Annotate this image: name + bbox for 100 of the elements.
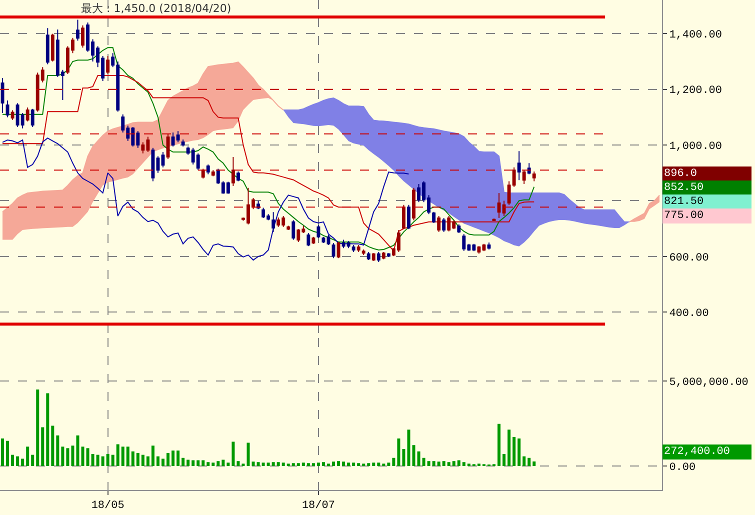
bar xyxy=(226,462,230,466)
candlestick xyxy=(161,152,165,168)
bar xyxy=(512,436,516,466)
bar xyxy=(392,458,396,466)
bar xyxy=(252,462,255,466)
bar xyxy=(372,462,376,466)
bar xyxy=(182,458,185,466)
bar xyxy=(467,464,470,466)
bar xyxy=(111,454,114,466)
candlestick xyxy=(201,168,205,179)
bar xyxy=(232,442,235,466)
y-tick-label: 400.00 xyxy=(669,308,709,320)
candlestick xyxy=(487,242,491,250)
candlestick xyxy=(231,156,235,186)
candlestick xyxy=(366,251,370,261)
candlestick xyxy=(76,19,80,42)
bar xyxy=(447,462,450,466)
bar xyxy=(442,461,446,466)
bar xyxy=(402,449,406,466)
bar xyxy=(457,460,460,466)
x-tick-label: 18/07 xyxy=(302,500,335,512)
candlestick xyxy=(10,110,14,120)
candlestick xyxy=(412,187,416,221)
candlestick xyxy=(26,106,30,122)
bar xyxy=(502,454,506,466)
bar xyxy=(462,462,466,466)
y-tick-label: 1,400.00 xyxy=(669,30,722,42)
bar xyxy=(286,464,290,466)
bar xyxy=(397,438,400,466)
candlestick xyxy=(382,251,386,260)
bar xyxy=(382,464,386,466)
bar xyxy=(522,456,526,466)
candlestick xyxy=(316,224,320,239)
bar xyxy=(176,450,180,466)
x-tick-label: 18/05 xyxy=(91,500,124,512)
candlestick xyxy=(457,224,461,234)
candlestick xyxy=(352,244,356,252)
bar xyxy=(417,451,420,466)
bar xyxy=(306,463,310,466)
bar xyxy=(96,454,100,466)
bar xyxy=(508,430,511,466)
candlestick xyxy=(502,200,506,217)
bar xyxy=(427,461,430,466)
candlestick xyxy=(30,108,34,128)
bar xyxy=(131,451,134,466)
candlestick xyxy=(402,204,406,230)
bar xyxy=(272,462,275,466)
candlestick xyxy=(336,241,340,259)
bar xyxy=(528,458,531,466)
candlestick xyxy=(292,220,296,240)
bar xyxy=(66,448,70,466)
bar xyxy=(367,463,370,466)
candlestick xyxy=(46,28,50,65)
bar xyxy=(437,462,440,466)
bar xyxy=(276,462,280,466)
candlestick xyxy=(286,225,290,230)
candlestick xyxy=(386,252,390,258)
candlestick xyxy=(517,150,521,181)
bar xyxy=(312,463,315,466)
bar xyxy=(352,462,356,466)
candlestick xyxy=(437,216,441,232)
bar xyxy=(266,462,270,466)
candlestick xyxy=(50,33,54,62)
annotation: 最大 : 1,450.0 (2018/04/20) xyxy=(81,2,232,15)
bar xyxy=(71,446,74,466)
bar xyxy=(61,446,64,466)
bar xyxy=(106,454,110,466)
bar xyxy=(86,448,90,466)
text: 775.00 xyxy=(664,210,704,222)
y-tick-label: 5,000,000.00 xyxy=(669,376,748,389)
text: 852.50 xyxy=(664,182,704,194)
bar xyxy=(186,460,190,466)
text: 272,400.00 xyxy=(664,446,730,458)
candlestick xyxy=(522,170,526,185)
bar xyxy=(161,458,164,466)
bar xyxy=(332,462,336,466)
bar xyxy=(121,446,124,466)
bar xyxy=(11,454,14,466)
candlestick xyxy=(181,138,185,147)
candlestick xyxy=(236,171,240,182)
y-tick-label: 600.00 xyxy=(669,252,709,264)
candlestick xyxy=(432,211,436,224)
bar xyxy=(377,462,380,466)
bar xyxy=(212,462,215,466)
bar xyxy=(246,442,250,466)
bar xyxy=(51,426,54,466)
candlestick xyxy=(362,248,366,256)
bar xyxy=(532,461,536,466)
bar xyxy=(282,462,285,466)
bar xyxy=(498,424,501,466)
bar xyxy=(256,462,260,466)
candlestick xyxy=(306,232,310,247)
y-tick-label: 1,000.00 xyxy=(669,140,722,153)
bar xyxy=(172,450,175,466)
bar xyxy=(477,464,480,466)
candlestick xyxy=(372,252,376,262)
bar xyxy=(31,454,34,466)
candlestick xyxy=(81,24,84,48)
bar xyxy=(412,445,416,466)
text: 896.0 xyxy=(664,168,698,180)
